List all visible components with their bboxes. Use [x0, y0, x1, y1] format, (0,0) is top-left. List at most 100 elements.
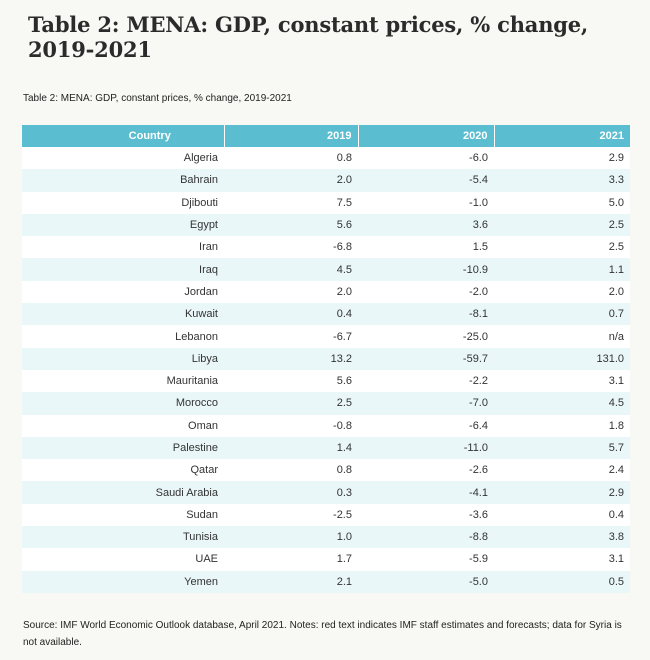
cell-country: Saudi Arabia: [22, 481, 224, 504]
cell-value-2021: 0.5: [494, 570, 630, 593]
cell-value-2020: -1.0: [358, 191, 494, 214]
cell-value-2021: 3.3: [494, 169, 630, 192]
cell-value-2019: -6.8: [224, 236, 358, 259]
table-row: Tunisia 1.0 -8.8 3.8: [22, 526, 630, 549]
cell-value-2019: 7.5: [224, 191, 358, 214]
table-row: Kuwait 0.4 -8.1 0.7: [22, 303, 630, 326]
table-header-row: Country 2019 2020 2021: [22, 125, 630, 147]
cell-value-2019: 1.7: [224, 548, 358, 571]
cell-value-2021: 1.1: [494, 258, 630, 281]
cell-value-2021: 2.9: [494, 481, 630, 504]
gdp-table-container: Country 2019 2020 2021 Algeria 0.8 -6.0 2.9…: [22, 125, 630, 593]
cell-value-2021: 5.0: [494, 191, 630, 214]
table-row: Bahrain 2.0 -5.4 3.3: [22, 169, 630, 192]
cell-country: Qatar: [22, 459, 224, 482]
cell-value-2019: 0.4: [224, 303, 358, 326]
cell-value-2019: 0.8: [224, 459, 358, 482]
cell-value-2019: 13.2: [224, 347, 358, 370]
cell-value-2019: 2.1: [224, 570, 358, 593]
page-title: Table 2: MENA: GDP, constant prices, % c…: [28, 12, 589, 62]
cell-country: Tunisia: [22, 526, 224, 549]
table-row: Lebanon -6.7 -25.0 n/a: [22, 325, 630, 348]
gdp-table: Country 2019 2020 2021 Algeria 0.8 -6.0 2.9…: [22, 125, 630, 593]
cell-country: Egypt: [22, 213, 224, 237]
table-row: Yemen 2.1 -5.0 0.5: [22, 570, 630, 593]
table-row: Iran -6.8 1.5 2.5: [22, 236, 630, 259]
cell-value-2019: -6.7: [224, 325, 358, 348]
cell-value-2021: 3.8: [494, 526, 630, 549]
table-row: UAE 1.7 -5.9 3.1: [22, 548, 630, 571]
cell-country: Algeria: [22, 147, 224, 170]
cell-value-2021: n/a: [494, 325, 630, 348]
cell-country: Iran: [22, 236, 224, 259]
cell-value-2021: 2.4: [494, 459, 630, 482]
cell-value-2019: -0.8: [224, 414, 358, 437]
cell-country: Bahrain: [22, 169, 224, 192]
cell-value-2021: 5.7: [494, 436, 630, 460]
header-2020: 2020: [358, 125, 495, 147]
cell-value-2020: -7.0: [358, 392, 494, 415]
cell-value-2021: 2.0: [494, 280, 630, 304]
table-row: Mauritania 5.6 -2.2 3.1: [22, 369, 630, 393]
cell-value-2019: 4.5: [224, 258, 358, 281]
cell-country: Yemen: [22, 570, 224, 593]
cell-value-2021: 3.1: [494, 369, 630, 393]
header-country: Country: [22, 125, 225, 147]
cell-value-2020: -6.0: [358, 147, 494, 170]
cell-value-2019: 2.0: [224, 169, 358, 192]
cell-value-2021: 131.0: [494, 347, 630, 370]
table-row: Saudi Arabia 0.3 -4.1 2.9: [22, 481, 630, 504]
table-row: Iraq 4.5 -10.9 1.1: [22, 258, 630, 281]
table-row: Palestine 1.4 -11.0 5.7: [22, 436, 630, 460]
cell-country: Iraq: [22, 258, 224, 281]
cell-country: Oman: [22, 414, 224, 437]
table-row: Djibouti 7.5 -1.0 5.0: [22, 191, 630, 214]
table-row: Qatar 0.8 -2.6 2.4: [22, 459, 630, 482]
cell-value-2020: -2.6: [358, 459, 494, 482]
cell-value-2020: -5.9: [358, 548, 494, 571]
cell-value-2020: -10.9: [358, 258, 494, 281]
cell-value-2019: 5.6: [224, 213, 358, 237]
cell-value-2019: 5.6: [224, 369, 358, 393]
cell-value-2020: -11.0: [358, 436, 494, 460]
cell-value-2020: -5.4: [358, 169, 494, 192]
cell-country: Kuwait: [22, 303, 224, 326]
cell-country: Lebanon: [22, 325, 224, 348]
cell-value-2020: 3.6: [358, 213, 494, 237]
header-2021: 2021: [494, 125, 630, 147]
table-row: Algeria 0.8 -6.0 2.9: [22, 147, 630, 170]
cell-value-2020: -5.0: [358, 570, 494, 593]
table-row: Egypt 5.6 3.6 2.5: [22, 213, 630, 237]
table-body: Algeria 0.8 -6.0 2.9 Bahrain 2.0 -5.4 3.3 Djibou…: [22, 147, 630, 593]
header-2019: 2019: [224, 125, 359, 147]
cell-value-2020: -25.0: [358, 325, 494, 348]
cell-value-2019: -2.5: [224, 503, 358, 527]
cell-country: Mauritania: [22, 369, 224, 393]
table-row: Jordan 2.0 -2.0 2.0: [22, 280, 630, 304]
source-note: Source: IMF World Economic Outlook datab…: [23, 620, 622, 648]
cell-value-2020: -6.4: [358, 414, 494, 437]
cell-value-2020: -8.8: [358, 526, 494, 549]
cell-value-2021: 3.1: [494, 548, 630, 571]
cell-value-2019: 1.4: [224, 436, 358, 460]
table-row: Libya 13.2 -59.7 131.0: [22, 347, 630, 370]
cell-country: Morocco: [22, 392, 224, 415]
table-row: Morocco 2.5 -7.0 4.5: [22, 392, 630, 415]
cell-country: Jordan: [22, 280, 224, 304]
cell-value-2021: 0.4: [494, 503, 630, 527]
cell-country: UAE: [22, 548, 224, 571]
cell-value-2019: 2.5: [224, 392, 358, 415]
cell-value-2020: -59.7: [358, 347, 494, 370]
cell-value-2021: 2.5: [494, 213, 630, 237]
cell-value-2021: 4.5: [494, 392, 630, 415]
cell-country: Palestine: [22, 436, 224, 460]
cell-value-2019: 0.8: [224, 147, 358, 170]
cell-value-2020: -2.2: [358, 369, 494, 393]
cell-value-2021: 1.8: [494, 414, 630, 437]
cell-country: Libya: [22, 347, 224, 370]
cell-value-2019: 2.0: [224, 280, 358, 304]
cell-value-2020: -4.1: [358, 481, 494, 504]
cell-value-2020: -2.0: [358, 280, 494, 304]
cell-value-2020: -8.1: [358, 303, 494, 326]
cell-value-2019: 0.3: [224, 481, 358, 504]
